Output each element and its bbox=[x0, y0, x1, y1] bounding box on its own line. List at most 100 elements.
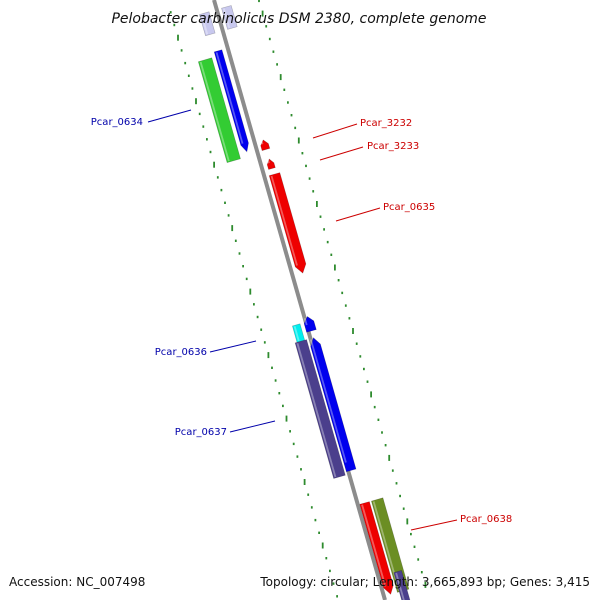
tick-mark-left bbox=[310, 506, 313, 509]
gene-top-faint-left-highlight bbox=[200, 14, 209, 35]
gene-pcar-0637-purple bbox=[294, 339, 346, 479]
tick-mark-left bbox=[292, 442, 295, 446]
tick-mark-right bbox=[402, 507, 405, 510]
tick-mark-right bbox=[337, 279, 340, 282]
tick-mark-right bbox=[297, 137, 300, 144]
tick-mark-left bbox=[285, 415, 288, 422]
gene-bottom-purple bbox=[393, 570, 411, 600]
map-title: Pelobacter carbinolicus DSM 2380, comple… bbox=[111, 11, 486, 27]
tick-mark-left bbox=[329, 569, 331, 573]
gene-pcar-0636-blue bbox=[303, 316, 317, 333]
tick-mark-right bbox=[294, 126, 297, 130]
gene-pcar-3232-highlight bbox=[260, 141, 264, 145]
leader-line-pcar-0638 bbox=[410, 519, 458, 531]
tick-mark-right bbox=[381, 431, 383, 434]
tick-mark-left bbox=[336, 595, 338, 598]
gene-label-pcar-3233: Pcar_3233 bbox=[367, 141, 419, 152]
gene-pcar-0637-purple-highlight bbox=[296, 343, 337, 478]
tick-mark-left bbox=[173, 23, 176, 27]
tick-mark-left bbox=[282, 404, 284, 408]
accession-text: Accession: NC_007498 bbox=[9, 575, 145, 589]
tick-mark-right bbox=[319, 215, 322, 218]
tick-mark-right bbox=[420, 571, 423, 574]
tick-mark-right bbox=[388, 454, 391, 461]
tick-mark-left bbox=[234, 239, 237, 242]
tick-mark-right bbox=[373, 405, 376, 409]
tick-mark-right bbox=[290, 114, 293, 117]
leader-line-pcar-0637 bbox=[229, 420, 276, 433]
gene-pcar-0636-cyan-highlight bbox=[293, 326, 300, 342]
tick-mark-left bbox=[206, 138, 208, 141]
gene-pcar-0638-red-highlight bbox=[361, 504, 387, 587]
tick-mark-left bbox=[296, 455, 299, 458]
gene-pcar-0635-highlight bbox=[270, 175, 298, 266]
tick-mark-left bbox=[325, 557, 328, 560]
backbone-line bbox=[212, 0, 387, 600]
gene-pcar-3232 bbox=[260, 139, 271, 151]
tick-mark-left bbox=[169, 11, 172, 14]
tick-mark-left bbox=[260, 328, 263, 331]
gene-pcar-0634-blue-highlight bbox=[215, 52, 244, 144]
leader-line-pcar-0635 bbox=[335, 207, 381, 222]
tick-mark-right bbox=[316, 201, 318, 207]
tick-mark-right bbox=[424, 581, 427, 588]
tick-mark-left bbox=[231, 225, 234, 232]
tick-mark-right bbox=[312, 190, 315, 193]
tick-mark-left bbox=[216, 176, 219, 179]
tick-mark-right bbox=[359, 355, 362, 358]
tick-mark-right bbox=[366, 380, 369, 383]
tick-mark-right bbox=[301, 152, 304, 155]
leader-line-pcar-0634 bbox=[147, 109, 192, 123]
gene-label-pcar-0634: Pcar_0634 bbox=[91, 117, 143, 128]
tick-mark-left bbox=[253, 303, 255, 306]
gene-pcar-0634-green bbox=[197, 57, 241, 163]
gene-label-pcar-0636: Pcar_0636 bbox=[155, 347, 207, 358]
gene-pcar-0636-blue-highlight bbox=[304, 318, 308, 326]
tick-mark-left bbox=[300, 468, 302, 471]
tick-mark-left bbox=[278, 392, 281, 395]
tick-mark-right bbox=[363, 367, 365, 371]
gene-pcar-0634-green-highlight bbox=[199, 61, 230, 162]
tick-mark-right bbox=[334, 264, 336, 271]
tick-mark-right bbox=[308, 177, 311, 180]
tick-mark-right bbox=[283, 88, 286, 91]
tick-mark-right bbox=[268, 37, 271, 41]
leader-line-pcar-3233 bbox=[319, 146, 364, 161]
tick-mark-left bbox=[227, 214, 230, 217]
genome-backbone bbox=[212, 0, 387, 600]
gene-pcar-0637-blue bbox=[310, 337, 357, 473]
leader-line-pcar-0636 bbox=[209, 340, 257, 353]
gene-top-faint-left bbox=[199, 11, 216, 37]
tick-mark-left bbox=[332, 582, 335, 585]
gene-label-pcar-3232: Pcar_3232 bbox=[360, 118, 412, 129]
tick-mark-left bbox=[271, 366, 273, 369]
gene-top-faint-right bbox=[221, 5, 238, 30]
tick-mark-right bbox=[413, 545, 416, 548]
gene-top-faint-right-highlight bbox=[223, 8, 231, 29]
tick-mark-left bbox=[303, 479, 306, 485]
gene-pcar-3233 bbox=[266, 158, 276, 170]
gene-pcar-0635 bbox=[268, 172, 307, 274]
tick-mark-left bbox=[245, 277, 248, 281]
tick-mark-left bbox=[213, 161, 215, 168]
tick-mark-right bbox=[355, 342, 358, 345]
tick-mark-left bbox=[209, 150, 212, 154]
tick-mark-right bbox=[384, 444, 387, 447]
tick-mark-right bbox=[330, 253, 333, 256]
tick-mark-right bbox=[279, 74, 282, 81]
tick-mark-right bbox=[417, 558, 420, 561]
tick-mark-left bbox=[191, 87, 194, 90]
gene-pcar-0638-olive-highlight bbox=[372, 501, 400, 592]
gene-label-pcar-0638: Pcar_0638 bbox=[460, 514, 512, 525]
tick-mark-right bbox=[323, 228, 325, 231]
tick-mark-left bbox=[177, 34, 179, 41]
tick-mark-right bbox=[391, 469, 394, 472]
tick-mark-left bbox=[184, 61, 187, 65]
tick-mark-left bbox=[321, 542, 324, 549]
tick-mark-right bbox=[344, 304, 347, 307]
tick-mark-right bbox=[352, 328, 354, 334]
tick-mark-left bbox=[263, 341, 266, 344]
gene-labels: Pcar_0634 Pcar_3232 Pcar_3233 Pcar_0635 Pcar… bbox=[91, 109, 512, 531]
tick-mark-right bbox=[370, 391, 372, 398]
tick-mark-left bbox=[249, 288, 252, 295]
